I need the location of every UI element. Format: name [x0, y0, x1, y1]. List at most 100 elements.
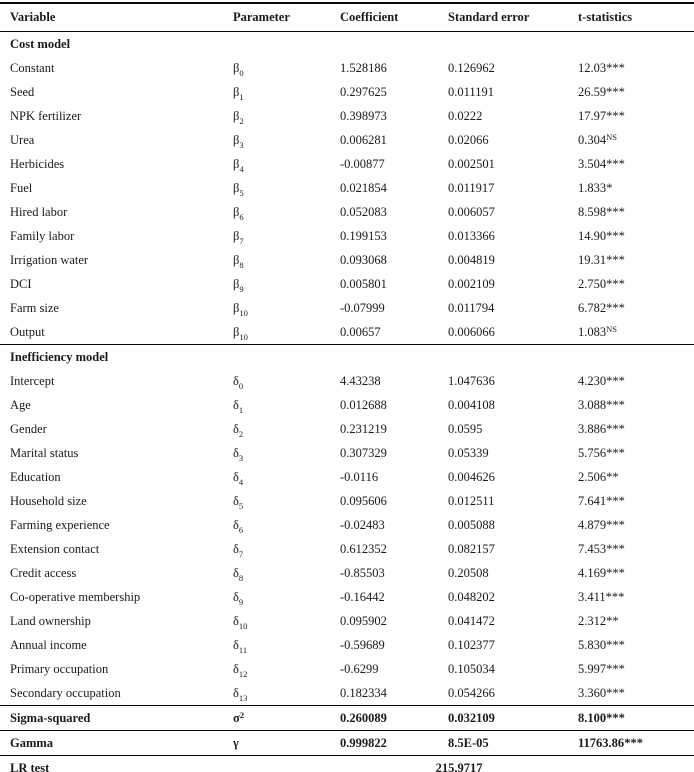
parameter-subscript: 3 [238, 453, 244, 463]
t-statistic-value: 1.083 [578, 325, 607, 339]
variable-label: Land ownership [10, 614, 91, 628]
coefficient-cell: 0.297625 [340, 80, 448, 104]
standard-error-cell: 0.05339 [448, 441, 578, 465]
standard-error-cell: 0.004626 [448, 465, 578, 489]
standard-error-cell: 0.041472 [448, 609, 578, 633]
significance-marker: *** [606, 205, 625, 219]
standard-error-value: 0.006057 [448, 205, 495, 219]
variable-label: Farm size [10, 301, 59, 315]
variable-label: Output [10, 325, 45, 339]
t-statistic-cell: 2.750*** [578, 272, 694, 296]
variable-cell: Annual income [0, 633, 233, 657]
t-statistic-cell: 14.90*** [578, 224, 694, 248]
parameter-symbol: δ [233, 446, 239, 460]
significance-marker: *** [606, 253, 625, 267]
section-title: Inefficiency model [10, 350, 109, 364]
table-row: Constant β0 1.528186 0.126962 12.03*** [0, 56, 694, 80]
t-statistic-cell: 3.088*** [578, 393, 694, 417]
standard-error-cell: 0.004108 [448, 393, 578, 417]
header-variable: Variable [0, 3, 233, 32]
table-body: Cost model Constant β0 1.528186 0.126962 12.0… [0, 32, 694, 772]
coefficient-value: -0.16442 [340, 590, 385, 604]
t-statistic-cell: 26.59*** [578, 80, 694, 104]
t-statistic-cell: 1.083NS [578, 320, 694, 345]
t-statistic-value: 1.833 [578, 181, 607, 195]
standard-error-cell: 8.5E-05 [448, 730, 578, 756]
parameter-cell: δ1 [233, 393, 340, 417]
table-row: Intercept δ0 4.43238 1.047636 4.230*** [0, 369, 694, 393]
parameter-cell: σ2 [233, 705, 340, 731]
t-statistic-cell: 5.756*** [578, 441, 694, 465]
variable-label: Intercept [10, 374, 55, 388]
significance-marker: ** [606, 470, 619, 484]
coefficient-value: -0.85503 [340, 566, 385, 580]
t-statistic-value: 4.879 [578, 518, 607, 532]
parameter-symbol: β [233, 85, 240, 99]
parameter-cell: β7 [233, 224, 340, 248]
variable-label: Marital status [10, 446, 79, 460]
coefficient-cell: -0.85503 [340, 561, 448, 585]
variable-cell: Irrigation water [0, 248, 233, 272]
t-statistic-cell: 4.230*** [578, 369, 694, 393]
t-statistic-value: 3.360 [578, 686, 607, 700]
parameter-cell [233, 755, 340, 772]
standard-error-cell: 0.20508 [448, 561, 578, 585]
significance-marker: *** [606, 109, 625, 123]
t-statistic-value: 2.506 [578, 470, 607, 484]
variable-cell: Farming experience [0, 513, 233, 537]
parameter-subscript: 7 [238, 549, 244, 559]
parameter-subscript: 5 [238, 501, 244, 511]
standard-error-value: 0.011794 [448, 301, 495, 315]
coefficient-cell: -0.6299 [340, 657, 448, 681]
sigma-squared-row: Sigma-squared σ2 0.260089 0.032109 8.100*** [0, 705, 694, 731]
parameter-symbol: δ [233, 662, 239, 676]
parameter-symbol: δ [233, 566, 239, 580]
parameter-cell: δ3 [233, 441, 340, 465]
table-row: Urea β3 0.006281 0.02066 0.304NS [0, 128, 694, 152]
significance-marker: *** [606, 566, 625, 580]
table-row: Household size δ5 0.095606 0.012511 7.641*** [0, 489, 694, 513]
variable-cell: Co-operative membership [0, 585, 233, 609]
coefficient-cell: 0.260089 [340, 705, 448, 731]
header-parameter: Parameter [233, 3, 340, 32]
t-statistic-value: 3.411 [578, 590, 606, 604]
standard-error-value: 0.011191 [448, 85, 494, 99]
parameter-symbol: δ [233, 422, 239, 436]
parameter-symbol: β [233, 181, 240, 195]
t-statistic-value: 7.453 [578, 542, 607, 556]
table-row: Credit access δ8 -0.85503 0.20508 4.169*** [0, 561, 694, 585]
coefficient-value: 0.231219 [340, 422, 387, 436]
t-statistic-cell: 6.782*** [578, 296, 694, 320]
variable-cell: Intercept [0, 369, 233, 393]
standard-error-cell: 0.004819 [448, 248, 578, 272]
coefficient-cell: 0.093068 [340, 248, 448, 272]
section-header-row: Inefficiency model [0, 344, 694, 369]
t-statistic-cell: 1.833* [578, 176, 694, 200]
significance-marker: ** [606, 614, 619, 628]
standard-error-cell: 0.012511 [448, 489, 578, 513]
parameter-symbol: β [233, 325, 240, 339]
parameter-subscript: 9 [239, 284, 244, 294]
parameter-subscript: 10 [238, 621, 248, 631]
coefficient-cell: 0.095902 [340, 609, 448, 633]
t-statistic-cell: 7.641*** [578, 489, 694, 513]
variable-label: Gender [10, 422, 47, 436]
t-statistic-value: 4.169 [578, 566, 607, 580]
standard-error-value: 0.20508 [448, 566, 489, 580]
standard-error-cell: 0.011794 [448, 296, 578, 320]
standard-error-value: 0.048202 [448, 590, 495, 604]
coefficient-value: -0.59689 [340, 638, 385, 652]
t-statistic-cell: 4.169*** [578, 561, 694, 585]
standard-error-value: 0.004626 [448, 470, 495, 484]
variable-label: Sigma-squared [10, 711, 91, 725]
significance-marker: *** [606, 494, 625, 508]
variable-cell: Household size [0, 489, 233, 513]
coefficient-value: 0.095606 [340, 494, 387, 508]
parameter-subscript: 6 [238, 525, 244, 535]
table-header: Variable Parameter Coefficient Standard … [0, 3, 694, 32]
t-statistic-value: 14.90 [578, 229, 607, 243]
parameter-cell: β9 [233, 272, 340, 296]
variable-label: Family labor [10, 229, 75, 243]
variable-label: Seed [10, 85, 35, 99]
table-row: Irrigation water β8 0.093068 0.004819 19.31*… [0, 248, 694, 272]
